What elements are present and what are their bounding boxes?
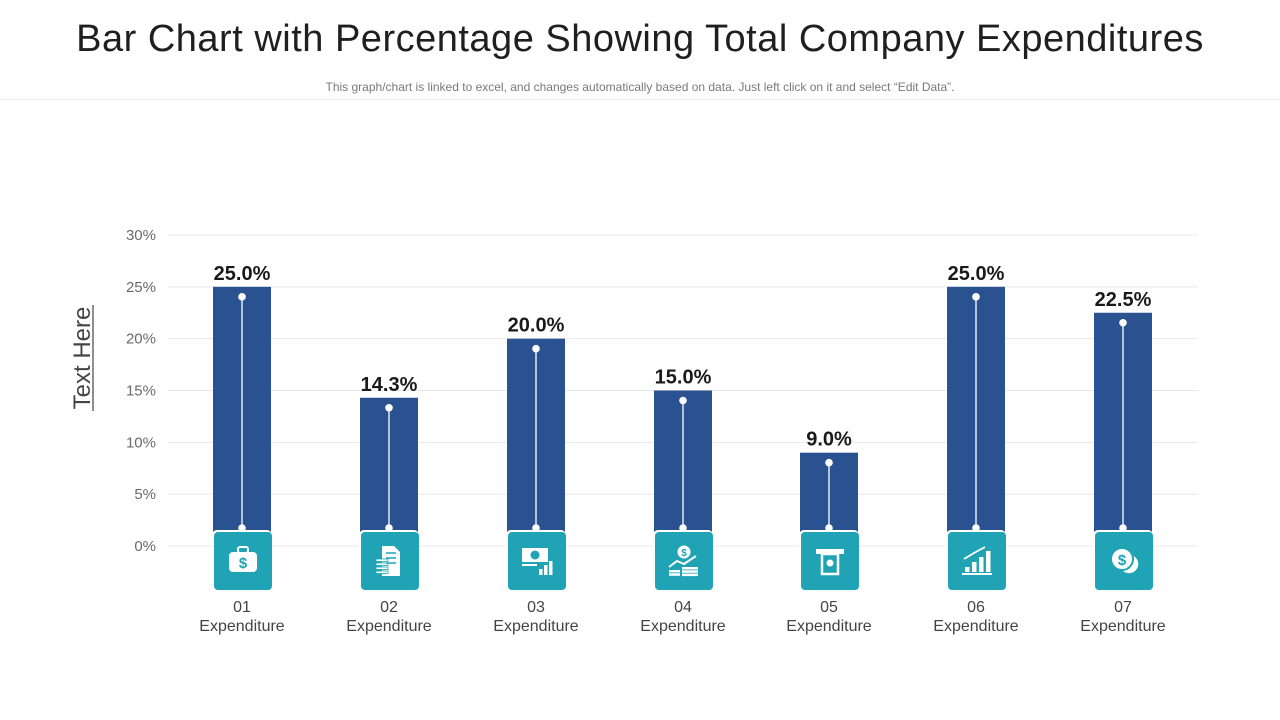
bar-group[interactable]: $22.5% 07 Expenditure [1080, 289, 1165, 635]
y-tick-label: 30% [126, 227, 156, 244]
icon-shape [375, 570, 389, 574]
icon-shape [963, 546, 986, 560]
icon-shape [682, 567, 698, 570]
category-number: 07 [1114, 599, 1132, 616]
category-number: 01 [233, 599, 251, 616]
category-number: 02 [380, 599, 398, 616]
bar-top-dot [825, 458, 833, 467]
bar-top-dot [385, 403, 393, 412]
icon-shape [530, 550, 540, 560]
icon-glyph: $ [1118, 552, 1127, 569]
category-number: 04 [674, 599, 692, 616]
icon-shape [972, 562, 977, 572]
icon-shape [979, 557, 984, 572]
y-axis-label: Text Here [69, 307, 96, 410]
category-name: Expenditure [933, 618, 1018, 635]
y-tick-label: 20% [126, 331, 156, 348]
icon-shape [668, 555, 697, 568]
y-tick-label: 15% [126, 383, 156, 400]
icon-shape [826, 559, 834, 567]
bar-bottom-dot [679, 524, 687, 532]
money-bag-icon: $ [212, 530, 272, 590]
icon-shape [1110, 547, 1134, 571]
icon-shape [375, 566, 389, 570]
icon-shape [669, 570, 680, 573]
icon-tile [655, 532, 713, 590]
coins-stack-icon: $ [1093, 530, 1153, 590]
icon-shape [237, 546, 249, 554]
bar-top-dot [532, 344, 540, 353]
data-label: 25.0% [948, 263, 1005, 285]
icon-shape [965, 567, 970, 572]
icon-shape [820, 552, 840, 576]
y-axis-ticks: 0% 5% 10% 15% 20% 25% 30% [126, 227, 156, 555]
bar-group[interactable]: $25.0% 01 Expenditure [199, 263, 284, 635]
coins-growth-icon: $ [653, 530, 713, 590]
bar-top-dot [972, 293, 980, 301]
icon-shape [682, 570, 698, 573]
bar-group[interactable]: 9.0% 05 Expenditure [786, 429, 871, 635]
y-tick-label: 0% [134, 538, 156, 555]
icon-shape [816, 549, 844, 554]
data-label: 9.0% [806, 429, 852, 451]
page-title: Bar Chart with Percentage Showing Total … [76, 18, 1204, 60]
document-money-icon [359, 530, 419, 590]
bar-bottom-dot [825, 524, 833, 532]
icon-shape [375, 558, 389, 562]
category-name: Expenditure [346, 618, 431, 635]
icon-shape [544, 565, 548, 575]
icon-glyph: $ [681, 548, 687, 559]
bar-top-dot [238, 293, 246, 301]
icon-shape [677, 545, 691, 559]
icon-shape [669, 573, 680, 576]
category-name: Expenditure [493, 618, 578, 635]
icon-glyph: $ [239, 555, 248, 572]
bar-group[interactable]: 20.0% 03 Expenditure [493, 315, 578, 635]
icon-shape [539, 569, 543, 575]
bars: $25.0%01Expenditure14.3%02Expenditure20.… [199, 263, 1165, 635]
category-number: 06 [967, 599, 985, 616]
bar-group[interactable]: $15.0% 04 Expenditure [640, 367, 725, 636]
icon-shape [549, 561, 553, 575]
bar-bottom-dot [385, 524, 393, 532]
banknote-chart-icon [506, 530, 566, 590]
bar-top-dot [679, 396, 687, 405]
y-tick-label: 5% [134, 486, 156, 503]
category-name: Expenditure [199, 618, 284, 635]
category-name: Expenditure [786, 618, 871, 635]
bar-bottom-dot [532, 524, 540, 532]
icon-shape [986, 551, 991, 572]
atm-cash-icon [799, 530, 859, 590]
bar-bottom-dot [238, 524, 246, 532]
icon-shape [229, 552, 257, 572]
bar-growth-icon [946, 530, 1006, 590]
bar-bottom-dot [972, 524, 980, 532]
bar-group[interactable]: 14.3% 02 Expenditure [346, 374, 431, 635]
y-tick-label: 10% [126, 434, 156, 451]
category-name: Expenditure [1080, 618, 1165, 635]
bar-group[interactable]: 25.0% 06 Expenditure [933, 263, 1018, 635]
header-divider [0, 99, 1280, 100]
page-subtitle: This graph/chart is linked to excel, and… [325, 80, 955, 94]
data-label: 14.3% [361, 374, 418, 396]
category-number: 05 [820, 599, 838, 616]
category-name: Expenditure [640, 618, 725, 635]
bar-top-dot [1119, 318, 1127, 327]
category-number: 03 [527, 599, 545, 616]
icon-shape [682, 573, 698, 577]
y-tick-label: 25% [126, 279, 156, 296]
data-label: 25.0% [214, 263, 271, 285]
data-label: 20.0% [508, 315, 565, 337]
icon-shape [375, 562, 389, 566]
icon-tile [948, 532, 1006, 590]
data-label: 22.5% [1095, 289, 1152, 311]
data-label: 15.0% [655, 367, 712, 389]
bar-bottom-dot [1119, 524, 1127, 532]
